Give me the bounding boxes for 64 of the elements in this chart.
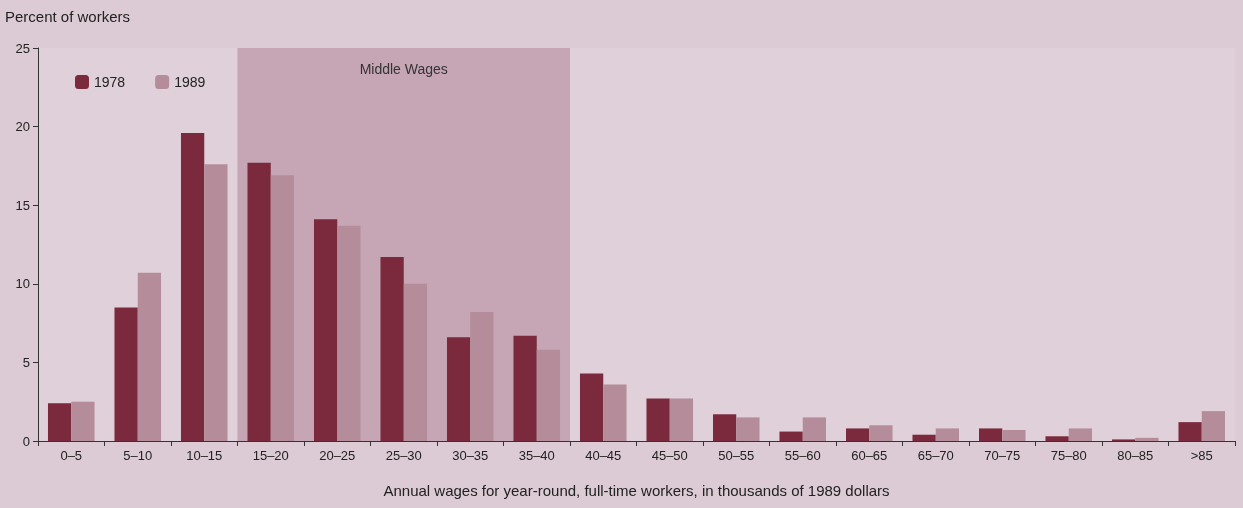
bar — [380, 257, 404, 441]
bar — [912, 434, 936, 441]
bar — [579, 373, 604, 441]
bar — [71, 401, 95, 441]
bar — [1178, 422, 1202, 441]
bar — [204, 164, 228, 441]
bar — [313, 219, 338, 441]
x-tick-label: 0–5 — [60, 448, 83, 463]
bar — [1002, 430, 1026, 441]
bar — [403, 283, 428, 441]
bar — [513, 335, 537, 441]
x-tick-label: 10–15 — [186, 448, 223, 463]
band-label: Middle Wages — [359, 61, 448, 77]
x-tick-label: 60–65 — [851, 448, 888, 463]
bar — [1201, 411, 1226, 441]
bar — [536, 349, 561, 441]
x-tick-label: 55–60 — [784, 448, 821, 463]
x-tick-label: 35–40 — [518, 448, 555, 463]
y-tick-label: 0 — [22, 433, 30, 449]
x-tick-label: 25–30 — [385, 448, 422, 463]
bar — [270, 175, 295, 441]
bar — [779, 431, 803, 441]
legend-label: 1989 — [174, 74, 206, 90]
bar — [446, 337, 471, 441]
x-tick-label: 65–70 — [917, 448, 954, 463]
bar — [180, 132, 205, 441]
bar — [802, 417, 827, 441]
bar — [1068, 428, 1093, 441]
x-tick-label: 20–25 — [319, 448, 356, 463]
bar — [470, 312, 494, 441]
bar — [1045, 436, 1069, 441]
x-tick-label: 45–50 — [651, 448, 688, 463]
bar — [712, 414, 737, 441]
bar — [935, 428, 960, 441]
y-tick-label: 10 — [15, 276, 30, 292]
bar — [603, 384, 627, 441]
x-tick-label: 80–85 — [1117, 448, 1154, 463]
bar — [1135, 437, 1159, 441]
bar — [646, 398, 670, 441]
bar — [736, 417, 760, 441]
x-axis-title: Annual wages for year-round, full-time workers, in thousands of 1989 dollars — [383, 482, 890, 499]
bar — [247, 162, 271, 441]
bar — [845, 428, 870, 441]
bar — [137, 272, 162, 441]
x-tick-label: 15–20 — [252, 448, 289, 463]
bar — [978, 428, 1003, 441]
x-tick-label: >85 — [1190, 448, 1213, 463]
x-tick-label: 40–45 — [585, 448, 622, 463]
x-tick-label: 30–35 — [452, 448, 489, 463]
legend-label: 1978 — [94, 74, 126, 90]
x-tick-label: 5–10 — [123, 448, 153, 463]
y-tick-label: 15 — [15, 197, 30, 213]
x-tick-label: 70–75 — [984, 448, 1021, 463]
bar — [869, 425, 893, 441]
y-tick-label: 5 — [22, 354, 30, 370]
y-tick-label: 25 — [15, 40, 30, 56]
bar — [114, 307, 138, 441]
bar — [47, 403, 72, 441]
bar — [669, 398, 694, 441]
bar — [337, 225, 361, 441]
x-tick-label: 50–55 — [718, 448, 755, 463]
y-tick-label: 20 — [15, 119, 30, 135]
x-tick-label: 75–80 — [1050, 448, 1087, 463]
y-axis-title: Percent of workers — [5, 8, 131, 25]
